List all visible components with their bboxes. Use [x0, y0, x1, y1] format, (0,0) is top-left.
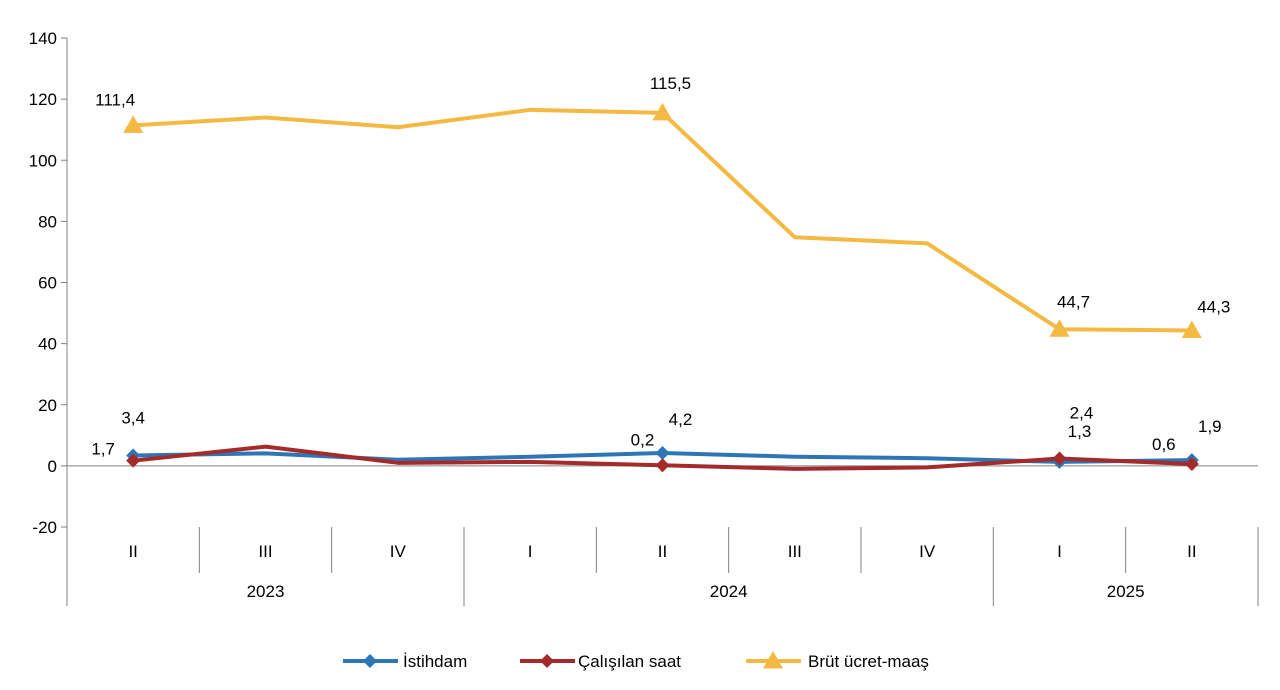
data-label: 4,2: [669, 410, 693, 429]
year-label: 2025: [1107, 582, 1145, 601]
x-tick-label: I: [528, 542, 533, 561]
legend-swatch-marker: [540, 654, 554, 668]
y-tick-label: 20: [38, 396, 57, 415]
data-label: 1,9: [1198, 417, 1222, 436]
series-marker-2: [1181, 320, 1202, 338]
data-label: 1,3: [1068, 422, 1092, 441]
legend-label: İstihdam: [403, 652, 467, 671]
data-label: 2,4: [1070, 404, 1094, 423]
data-label: 111,4: [95, 90, 135, 109]
x-tick-label: IV: [390, 542, 407, 561]
x-tick-label: II: [1187, 542, 1196, 561]
series-marker-2: [123, 115, 144, 133]
legend-swatch-marker: [363, 654, 377, 668]
series-marker-1: [1052, 451, 1067, 466]
series-marker-0: [655, 446, 670, 461]
x-tick-label: III: [258, 542, 272, 561]
data-label: 0,2: [631, 430, 655, 449]
y-tick-label: 60: [38, 274, 57, 293]
x-tick-label: III: [788, 542, 802, 561]
y-tick-label: 0: [48, 457, 57, 476]
x-tick-label: II: [128, 542, 137, 561]
data-label: 44,7: [1057, 292, 1090, 311]
y-tick-label: 40: [38, 335, 57, 354]
year-label: 2024: [710, 582, 748, 601]
legend-swatch-marker: [763, 651, 783, 669]
y-tick-label: 100: [29, 151, 57, 170]
x-tick-label: II: [658, 542, 667, 561]
data-label: 0,6: [1152, 435, 1176, 454]
series-marker-2: [652, 102, 673, 121]
legend-label: Çalışılan saat: [578, 652, 681, 671]
data-label: 115,5: [650, 74, 691, 93]
legend-label: Brüt ücret-maaş: [808, 652, 929, 671]
series-marker-2: [1049, 319, 1070, 337]
y-tick-label: 120: [29, 90, 57, 109]
data-label: 1,7: [91, 440, 115, 459]
series-marker-1: [655, 458, 670, 473]
x-tick-label: I: [1057, 542, 1062, 561]
data-label: 44,3: [1197, 297, 1230, 316]
y-tick-label: 80: [38, 212, 57, 231]
y-tick-label: 140: [29, 29, 57, 48]
x-tick-label: IV: [919, 542, 936, 561]
y-tick-label: -20: [32, 518, 57, 537]
series-marker-1: [126, 453, 141, 468]
data-label: 3,4: [121, 408, 145, 427]
series-line-2: [133, 107, 1192, 333]
year-label: 2023: [247, 582, 285, 601]
series-marker-1: [1184, 457, 1199, 472]
